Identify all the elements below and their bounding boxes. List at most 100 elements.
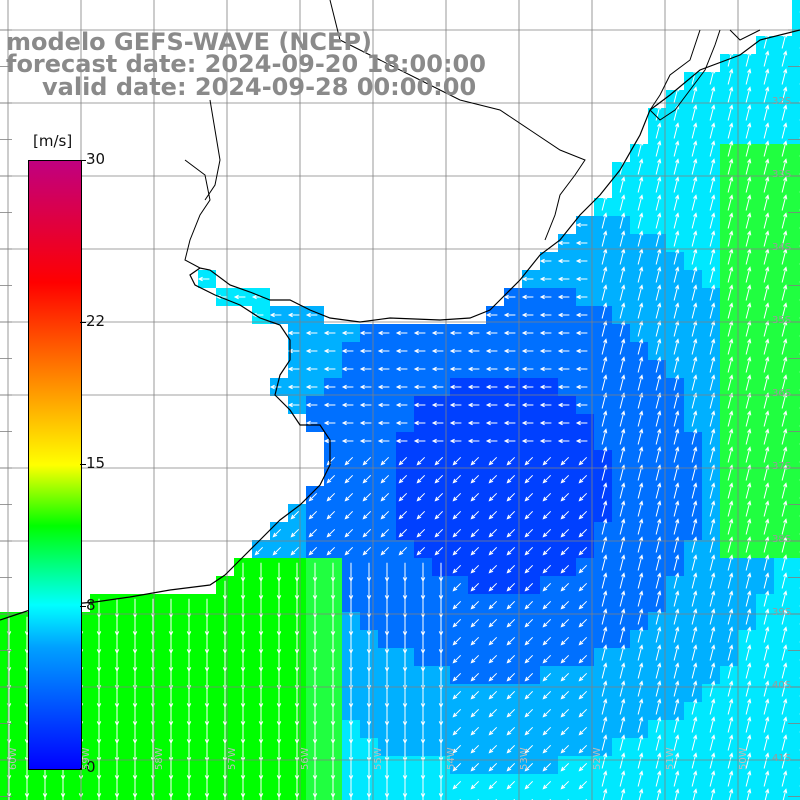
wind-arrow [578,510,588,520]
wind-arrow [619,230,626,247]
wind-arrow [197,276,210,282]
wind-arrow [467,420,480,426]
river-border [184,159,211,269]
wind-arrow [521,402,534,408]
wind-arrow [637,716,644,733]
wind-cell [792,144,800,162]
wind-arrow [637,212,644,229]
wind-arrow [727,410,734,427]
wind-arrow [655,770,662,787]
wind-arrow [673,680,680,697]
wind-arrow [467,402,480,408]
wind-arrow [619,212,626,229]
wind-arrow [470,726,480,736]
wind-arrow [362,456,372,466]
wind-arrow [524,762,534,772]
wind-arrow [727,392,734,409]
wind-arrow [781,572,788,589]
wind-arrow [521,276,534,282]
wind-arrow [763,536,770,553]
wind-arrow [601,752,608,769]
wind-arrow [745,302,752,319]
wind-arrow [727,104,734,121]
wind-arrow [745,500,752,517]
wind-cell [756,792,774,800]
wind-arrow [673,428,680,445]
wind-arrow [727,302,734,319]
wind-arrow [398,510,408,520]
wind-arrow [488,582,498,592]
wind-arrow [727,752,734,769]
wind-arrow [727,572,734,589]
wind-arrow [575,438,588,444]
wind-arrow [287,366,300,372]
wind-arrow [637,590,644,607]
wind-arrow [763,140,770,157]
wind-arrow [578,546,588,556]
wind-arrow [655,302,662,319]
wind-arrow [781,176,788,193]
wind-arrow [269,312,282,318]
wind-arrow [323,330,336,336]
wind-arrow [781,320,788,337]
wind-cell [792,666,800,684]
wind-arrow [542,636,552,646]
wind-arrow [691,230,698,247]
wind-arrow [709,698,716,715]
wind-arrow [745,698,752,715]
wind-arrow [305,384,318,390]
wind-arrow [673,698,680,715]
colorbar-unit: [m/s] [33,132,73,150]
wind-arrow [763,428,770,445]
wind-arrow [727,338,734,355]
wind-arrow [745,212,752,229]
wind-arrow [619,572,626,589]
colorbar-tick-label: 22 [86,312,106,331]
wind-arrow [637,680,644,697]
wind-arrow [763,500,770,517]
wind-arrow [524,600,534,610]
wind-arrow [452,456,462,466]
wind-arrow [709,338,716,355]
wind-arrow [745,374,752,391]
wind-arrow [308,492,318,502]
wind-arrow [467,330,480,336]
wind-arrow [326,510,336,520]
wind-arrow [637,446,644,463]
wind-arrow [470,654,480,664]
wind-cell [792,720,800,738]
wind-arrow [524,780,534,790]
wind-arrow [619,644,626,661]
wind-arrow [763,446,770,463]
wind-arrow [506,672,516,682]
wind-arrow [655,212,662,229]
wind-arrow [431,330,444,336]
wind-arrow [619,518,626,535]
wind-arrow [745,428,752,445]
wind-arrow [691,482,698,499]
wind-arrow [727,320,734,337]
wind-arrow [470,636,480,646]
wind-arrow [781,68,788,85]
wind-arrow [709,608,716,625]
wind-arrow [763,716,770,733]
wind-arrow [781,50,788,67]
wind-arrow [413,330,426,336]
wind-arrow [503,348,516,354]
wind-arrow [709,446,716,463]
wind-arrow [539,348,552,354]
wind-arrow [470,582,480,592]
wind-cell [648,792,666,800]
wind-arrow [727,626,734,643]
wind-arrow [452,582,462,592]
wind-arrow [578,690,588,700]
wind-arrow [557,402,570,408]
wind-arrow [524,456,534,466]
wind-arrow [524,510,534,520]
wind-arrow [673,626,680,643]
wind-arrow [746,788,752,800]
wind-arrow [452,780,462,790]
wind-arrow [763,626,770,643]
lon-label: 60W [8,747,19,770]
